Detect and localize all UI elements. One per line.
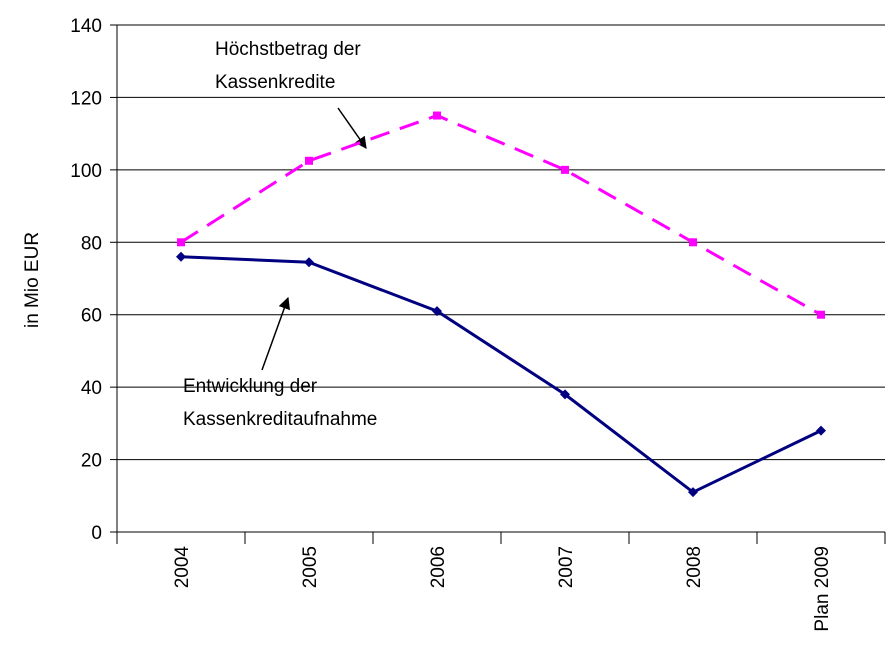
y-tick-label: 120 <box>70 88 102 109</box>
point <box>817 310 825 319</box>
x-tick-label: 2004 <box>172 546 193 589</box>
x-tick-label: 2008 <box>684 546 705 588</box>
point <box>433 111 441 120</box>
annotation: Kassenkreditaufnahme <box>183 409 377 430</box>
point <box>816 425 826 436</box>
point <box>305 156 313 165</box>
point <box>561 165 569 174</box>
annotation-arrow <box>337 107 367 149</box>
series-line <box>180 113 822 317</box>
annotation-arrow <box>261 296 290 371</box>
point <box>688 487 698 498</box>
point <box>176 251 186 262</box>
point <box>560 389 570 400</box>
x-tick-label: 2005 <box>300 546 321 588</box>
y-axis-label: in Mio EUR <box>22 232 43 328</box>
point <box>689 238 697 247</box>
x-tick-label: 2006 <box>428 546 449 588</box>
y-tick-label: 100 <box>70 161 102 182</box>
annotation: Kassenkredite <box>215 72 335 93</box>
point <box>432 306 442 317</box>
y-tick-label: 0 <box>91 523 102 544</box>
annotation: Entwicklung der <box>183 376 318 397</box>
x-tick-label: 2007 <box>556 546 577 588</box>
y-tick-label: 140 <box>70 16 102 37</box>
y-tick-label: 20 <box>81 451 102 472</box>
y-tick-label: 60 <box>81 306 102 327</box>
y-tick-label: 40 <box>81 378 102 399</box>
series-line <box>180 255 822 494</box>
annotation: Höchstbetrag der <box>215 39 361 60</box>
y-tick-label: 80 <box>81 233 102 254</box>
x-tick-label: Plan 2009 <box>812 546 833 632</box>
point <box>304 257 314 268</box>
point <box>177 238 185 247</box>
